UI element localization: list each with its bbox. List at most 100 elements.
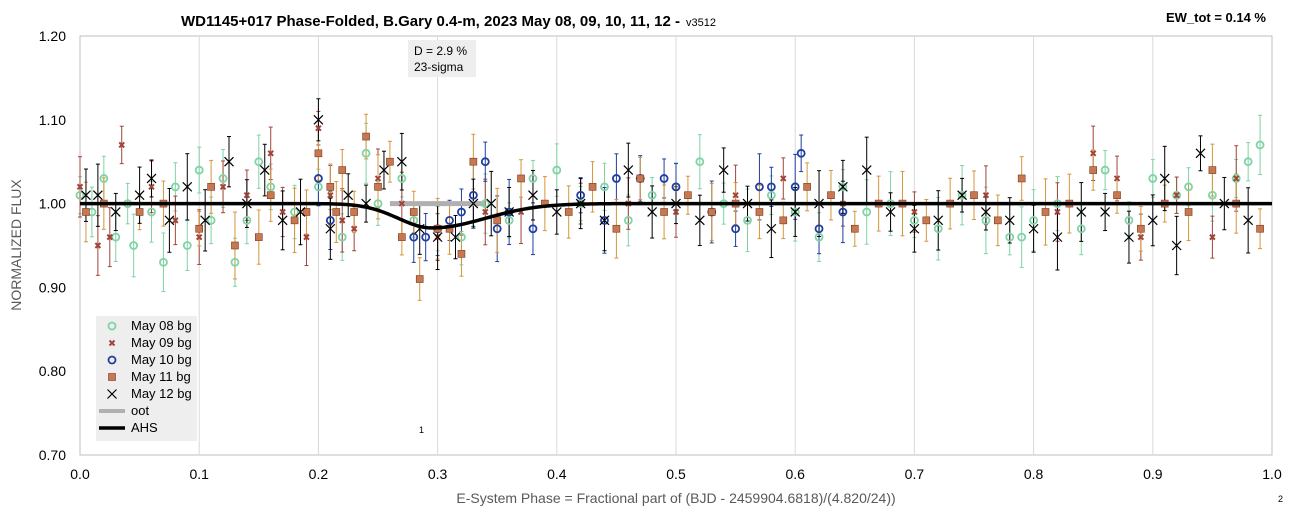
data-point	[432, 232, 443, 243]
x-tick-label: 0.0	[70, 466, 90, 482]
ahs-model-layer	[80, 201, 1272, 230]
data-point	[980, 207, 991, 217]
data-point	[1052, 232, 1063, 243]
data-point	[259, 165, 270, 176]
depth-annotation: D = 2.9 % 23-sigma	[408, 40, 476, 77]
data-point	[194, 165, 204, 175]
data-point	[457, 232, 466, 242]
data-point	[827, 191, 835, 200]
data-point	[1147, 215, 1158, 226]
data-point	[146, 173, 157, 184]
data-point	[374, 175, 382, 182]
data-point	[599, 215, 610, 226]
data-point	[92, 190, 103, 201]
data-point	[517, 174, 525, 183]
y-tick-label: 1.20	[39, 28, 66, 44]
data-point	[337, 232, 347, 242]
data-point	[147, 207, 156, 217]
data-point	[1172, 190, 1182, 200]
data-point	[838, 207, 848, 217]
data-point	[660, 208, 668, 216]
data-point	[118, 141, 125, 149]
legend-label: May 08 bg	[131, 318, 192, 333]
y-tick-label: 1.10	[39, 112, 66, 128]
data-point	[338, 166, 347, 174]
data-point	[421, 232, 431, 242]
data-point	[564, 208, 573, 216]
label-2: 2	[1278, 494, 1283, 504]
annotation-sigma: 23-sigma	[414, 60, 464, 74]
data-point	[469, 157, 478, 166]
data-point	[695, 157, 705, 167]
y-axis-label: NORMALIZED FLUX	[8, 179, 24, 311]
data-point	[1137, 224, 1145, 233]
x-tick-label: 0.2	[309, 466, 329, 482]
data-point	[647, 190, 657, 200]
data-point	[313, 114, 324, 125]
data-point	[76, 183, 84, 191]
data-point	[398, 200, 406, 207]
data-point	[195, 233, 203, 241]
data-point	[182, 181, 193, 192]
data-point	[1017, 232, 1027, 242]
data-point	[909, 223, 920, 234]
data-point	[373, 199, 383, 209]
data-point	[457, 207, 466, 217]
data-point	[159, 257, 168, 267]
data-point	[1124, 232, 1134, 243]
data-point	[1255, 140, 1265, 150]
data-point	[206, 215, 216, 225]
data-point	[313, 174, 323, 183]
data-point	[182, 241, 192, 250]
data-point	[755, 208, 764, 216]
data-point	[134, 190, 145, 201]
data-point	[129, 241, 139, 250]
data-point	[838, 182, 848, 192]
data-point	[493, 216, 502, 225]
data-point	[1089, 150, 1097, 157]
data-point	[528, 224, 538, 234]
x-axis-label: E-System Phase = Fractional part of (BJD…	[456, 490, 895, 506]
data-point	[933, 215, 944, 226]
ew-total-label: EW_tot = 0.14 %	[1166, 10, 1266, 25]
data-point	[230, 257, 240, 267]
data-point	[172, 217, 179, 224]
data-point	[647, 207, 658, 217]
x-tick-label: 0.7	[905, 466, 925, 482]
data-point	[450, 232, 461, 243]
legend-label: May 12 bg	[131, 386, 192, 401]
x-tick-label: 0.8	[1024, 466, 1044, 482]
data-point	[957, 190, 967, 200]
data-point	[551, 207, 562, 217]
data-point	[110, 207, 121, 217]
data-point	[313, 182, 323, 192]
data-point	[468, 198, 479, 209]
data-point	[981, 215, 991, 225]
data-point	[457, 250, 466, 258]
data-point	[1004, 215, 1015, 226]
data-point	[445, 215, 454, 225]
data-point	[922, 216, 931, 225]
annotation-box	[408, 40, 476, 77]
data-point	[1028, 223, 1039, 234]
data-point	[106, 233, 114, 241]
x-tick-label: 0.1	[189, 466, 209, 482]
legend-label: May 11 bg	[131, 369, 191, 384]
data-point	[1041, 208, 1050, 216]
y-tick-label: 1.00	[39, 196, 66, 212]
data-point	[231, 241, 239, 250]
chart-title: WD1145+017 Phase-Folded, B.Gary 0.4-m, 2…	[181, 13, 680, 30]
legend-marker	[107, 321, 117, 331]
chart-version: v3512	[686, 17, 716, 29]
data-point	[219, 183, 227, 191]
data-point	[837, 181, 848, 192]
data-point	[803, 183, 811, 191]
data-point	[94, 242, 102, 249]
data-point	[910, 215, 919, 225]
data-point	[170, 182, 180, 192]
data-point	[790, 207, 801, 217]
data-point	[600, 182, 609, 192]
data-point	[290, 207, 299, 217]
data-point	[267, 150, 274, 157]
